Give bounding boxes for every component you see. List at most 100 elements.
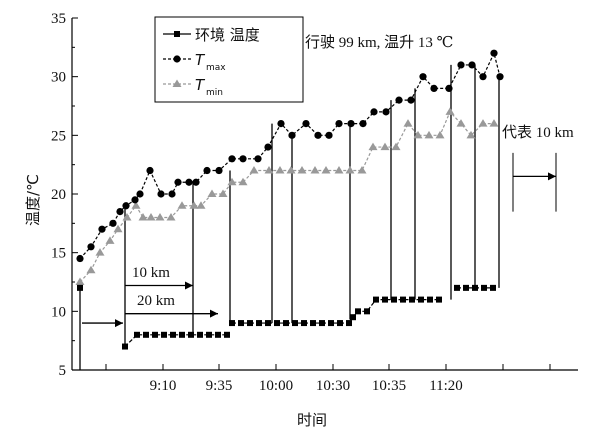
legend-label-tmax-sub: max <box>206 63 226 73</box>
data-point <box>143 331 149 338</box>
data-point <box>481 284 487 291</box>
data-point <box>185 178 193 186</box>
y-ticks: 5 10 15 20 25 30 35 <box>51 11 78 379</box>
data-point <box>395 96 403 104</box>
data-point <box>286 166 296 174</box>
arrow-first-head <box>115 319 123 328</box>
data-point <box>146 166 154 175</box>
data-point <box>215 331 221 338</box>
data-point <box>430 84 438 92</box>
legend-entry-tmin: T min <box>163 76 223 98</box>
legend-marker-square <box>174 31 180 37</box>
data-point <box>302 120 310 128</box>
data-point <box>238 320 244 327</box>
data-point <box>490 284 496 291</box>
data-point <box>418 296 424 303</box>
data-point <box>337 320 343 327</box>
data-point <box>334 166 344 174</box>
data-point <box>400 296 406 303</box>
data-point <box>249 166 259 174</box>
data-point <box>319 320 325 327</box>
series-line <box>79 51 501 259</box>
data-point <box>347 120 355 128</box>
data-point <box>264 166 274 174</box>
data-point <box>478 119 488 127</box>
y-tick-label: 10 <box>51 304 66 320</box>
legend-label-tmin-sub: min <box>206 88 223 98</box>
data-point <box>456 119 466 127</box>
data-point <box>292 320 298 327</box>
data-point <box>325 131 333 139</box>
x-tick-label: 11:20 <box>429 378 463 394</box>
series-circle <box>76 49 504 263</box>
data-point <box>382 296 388 303</box>
arrow-represents-head <box>548 172 556 181</box>
y-tick-label: 15 <box>51 246 66 262</box>
data-point <box>161 331 167 338</box>
data-point <box>95 248 105 256</box>
data-point <box>335 120 343 128</box>
data-point <box>238 177 248 186</box>
data-point <box>283 320 289 327</box>
data-point <box>196 201 206 209</box>
data-point <box>288 131 296 139</box>
data-point <box>454 284 460 291</box>
x-ticks: 9:10 9:35 10:00 10:30 10:35 11:20 <box>105 364 551 394</box>
data-point <box>468 61 476 69</box>
data-point <box>197 331 203 338</box>
data-point <box>370 108 378 116</box>
data-point <box>472 284 478 291</box>
x-tick-label: 9:35 <box>206 378 233 394</box>
data-point <box>77 284 83 291</box>
data-point <box>424 130 434 139</box>
data-point <box>179 331 185 338</box>
data-point <box>174 178 182 186</box>
data-point <box>206 331 212 338</box>
data-point <box>479 73 487 81</box>
data-point <box>457 61 465 69</box>
y-tick-label: 30 <box>51 70 66 86</box>
data-point <box>228 155 236 163</box>
data-point <box>256 320 262 327</box>
data-point <box>189 201 199 209</box>
data-point <box>403 119 413 127</box>
data-point <box>359 120 367 128</box>
data-point <box>321 166 331 174</box>
x-axis-title: 时间 <box>297 411 327 429</box>
data-point <box>314 131 322 139</box>
data-point <box>413 130 423 139</box>
data-point <box>264 143 272 151</box>
data-point <box>310 166 320 174</box>
data-point <box>427 296 433 303</box>
legend-marker-circle <box>173 55 181 63</box>
y-tick-label: 25 <box>51 128 66 144</box>
data-point <box>355 308 361 315</box>
data-point <box>116 208 124 216</box>
data-point <box>445 107 455 115</box>
data-point <box>109 219 117 227</box>
x-tick-label: 10:00 <box>259 378 293 394</box>
data-point <box>98 225 106 233</box>
data-point <box>138 212 148 221</box>
data-point <box>215 166 223 175</box>
data-point <box>346 320 352 327</box>
arrow-20km-head <box>210 309 218 318</box>
legend: 环境 温度 T max T min <box>154 16 304 103</box>
data-point <box>155 212 165 221</box>
y-tick-label: 20 <box>51 187 66 203</box>
data-point <box>350 314 356 321</box>
data-point <box>75 277 85 285</box>
data-point <box>277 120 285 128</box>
data-point <box>152 331 158 338</box>
represents-10km-label: 代表 10 km <box>502 124 574 141</box>
legend-entry-tmax: T max <box>163 51 226 73</box>
trip-annotation: 行驶 99 km, 温升 13 ℃ <box>305 34 453 51</box>
data-point <box>301 320 307 327</box>
data-point <box>419 73 427 81</box>
data-point <box>490 49 498 57</box>
legend-label-tmin: T <box>195 76 206 94</box>
y-axis-title: 温度/℃ <box>24 174 42 226</box>
ten-km-label: 10 km <box>132 265 170 281</box>
data-point <box>345 166 355 174</box>
